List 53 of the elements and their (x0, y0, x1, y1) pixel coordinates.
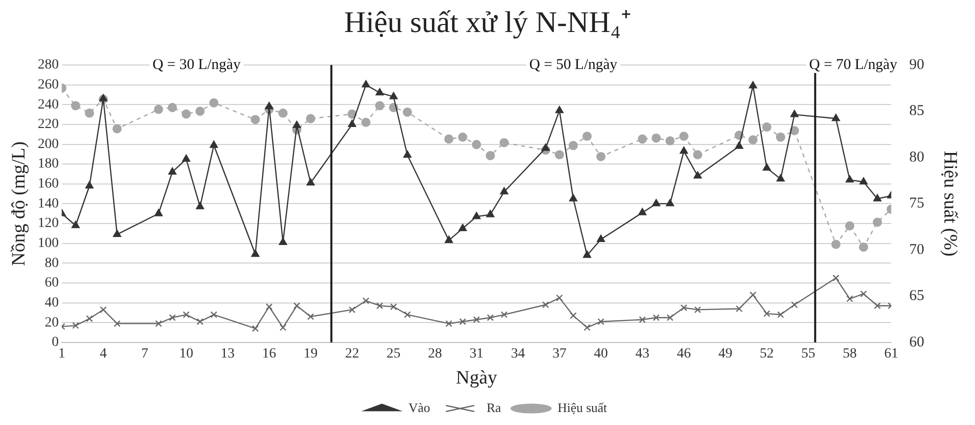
y2-tick-label: 90 (909, 56, 924, 73)
y-tick-label: 120 (38, 216, 59, 232)
legend-label: Vào (408, 400, 430, 415)
y-tick-label: 240 (38, 97, 59, 112)
x-tick-label: 46 (676, 346, 691, 362)
y-tick-label: 100 (38, 236, 59, 251)
x-tick-label: 25 (386, 346, 401, 362)
x-tick-label: 22 (345, 346, 360, 362)
y-tick-label: 80 (44, 256, 59, 271)
x-tick-label: 55 (801, 346, 816, 362)
chart-title: Hiệu suất xử lý N-NH₄⁺ (343, 5, 632, 41)
y-tick-label: 280 (38, 58, 59, 73)
x-tick-label: 10 (179, 346, 194, 362)
x-tick-label: 61 (884, 346, 898, 362)
legend-label: Ra (486, 400, 502, 415)
x-tick-label: 28 (428, 346, 442, 362)
y-tick-label: 20 (44, 315, 59, 330)
x-tick-label: 34 (510, 346, 525, 362)
x-tick-label: 49 (718, 346, 732, 362)
x-tick-label: 58 (842, 346, 857, 362)
x-tick-label: 52 (760, 346, 774, 362)
annotation: Q = 50 L/ngày (529, 56, 618, 73)
legend-label: Hiệu suất (558, 400, 608, 415)
y2-tick-label: 65 (909, 288, 924, 304)
x-tick-label: 31 (470, 346, 484, 362)
y2-tick-label: 80 (909, 149, 924, 166)
x-tick-label: 19 (304, 346, 318, 362)
y-tick-label: 200 (38, 136, 59, 152)
x-tick-label: 16 (262, 346, 276, 362)
y2-tick-label: 85 (909, 103, 924, 120)
x-axis-title: Ngày (456, 368, 498, 389)
x-tick-label: 1 (58, 346, 66, 362)
x-tick-label: 40 (594, 346, 608, 362)
annotation: Q = 30 L/ngày (152, 56, 242, 73)
y-tick-label: 160 (38, 176, 59, 192)
x-tick-label: 13 (220, 346, 235, 362)
y-tick-label: 180 (38, 156, 59, 172)
x-tick-label: 4 (100, 346, 107, 362)
x-tick-label: 43 (635, 346, 650, 362)
y2-tick-label: 75 (909, 196, 924, 212)
annotation: Q = 70 L/ngày (809, 56, 898, 73)
y-axis-title: Nồng độ (mg/L) (8, 141, 30, 266)
y-tick-label: 220 (38, 117, 59, 132)
x-tick-label: 37 (552, 346, 566, 362)
y2-tick-label: 60 (909, 334, 924, 350)
y-tick-label: 60 (44, 276, 59, 291)
y2-axis-title: Hiệu suất (%) (940, 150, 961, 256)
x-tick-label: 7 (141, 346, 148, 362)
y-tick-label: 40 (44, 295, 59, 310)
y-tick-label: 260 (38, 77, 59, 92)
y-tick-label: 140 (38, 196, 59, 212)
y-tick-label: 0 (52, 335, 59, 350)
y2-tick-label: 70 (909, 242, 924, 258)
